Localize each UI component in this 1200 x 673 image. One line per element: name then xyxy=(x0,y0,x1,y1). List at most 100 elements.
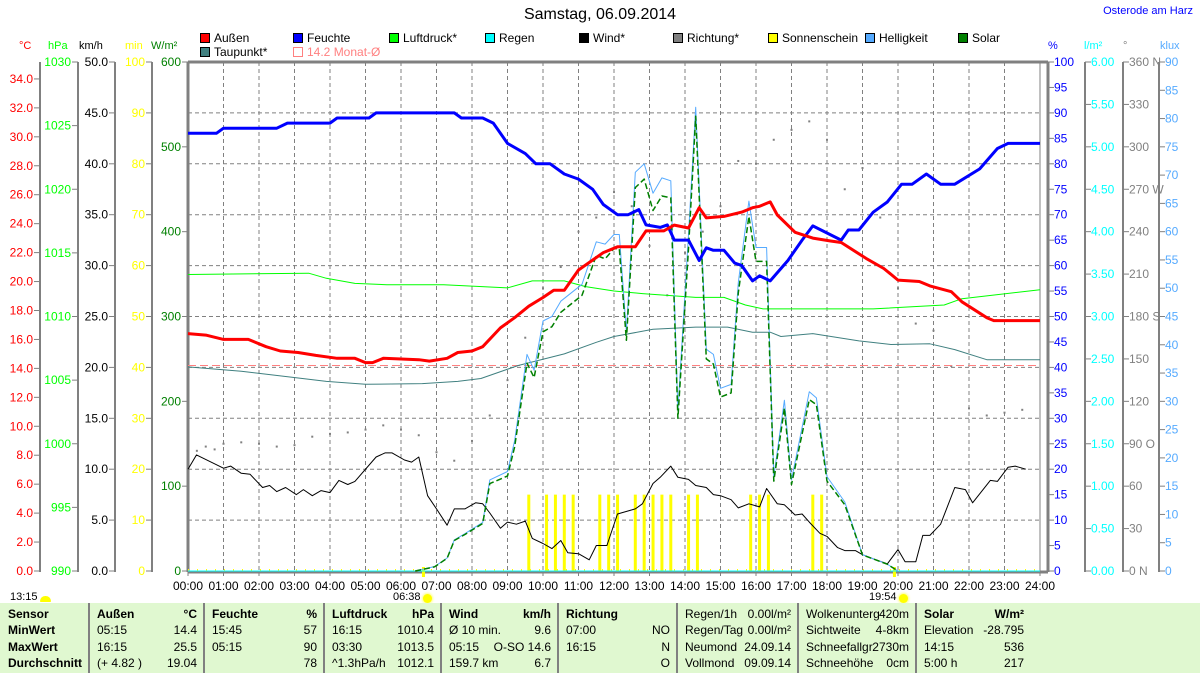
axis-tick-label-temp: 14.0 xyxy=(10,361,34,375)
axis-tick-label-temp: 6.0 xyxy=(16,477,33,491)
wind-direction-dot xyxy=(1003,411,1006,414)
axis-tick-label-temp: 26.0 xyxy=(10,188,34,202)
axis-tick-label-dir: 330 xyxy=(1129,97,1149,111)
table-cell: Vollmond xyxy=(685,656,735,670)
wind-direction-dot xyxy=(755,162,757,165)
axis-tick-label-hum: 40 xyxy=(1054,360,1068,374)
table-header-cell: 420m xyxy=(878,607,909,621)
x-axis-tick-label: 05:00 xyxy=(350,579,380,593)
axis-tick-label-temp: 20.0 xyxy=(10,275,34,289)
legend-label: Regen xyxy=(499,31,535,45)
legend-label: Solar xyxy=(972,31,1001,45)
x-axis-tick-label: 01:00 xyxy=(208,579,238,593)
axis-tick-label-klux: 85 xyxy=(1165,83,1179,97)
axis-tick-label-wind: 20.0 xyxy=(85,360,109,374)
wind-direction-dot xyxy=(1021,408,1024,411)
table-cell: 5:00 h xyxy=(924,656,958,670)
wind-direction-dot xyxy=(897,287,899,290)
wind-direction-dot xyxy=(329,432,331,435)
wind-direction-dot xyxy=(684,251,686,254)
axis-tick-label-wind: 30.0 xyxy=(85,259,109,273)
x-axis-tick-label: 11:00 xyxy=(564,579,593,593)
series-line-luftdruck xyxy=(187,272,1041,310)
axis-tick-label-klux: 30 xyxy=(1165,394,1179,408)
wind-direction-dot xyxy=(400,428,402,431)
axis-tick-label-solar: 0 xyxy=(174,564,181,578)
table-cell: N xyxy=(661,640,670,654)
axis-tick-label-klux: 15 xyxy=(1165,479,1179,493)
axis-tick-label-dir: 300 xyxy=(1129,140,1149,154)
axis-tick-label-temp: 10.0 xyxy=(10,419,34,433)
legend-label: Außen xyxy=(214,31,250,45)
legend-swatch xyxy=(673,33,683,43)
legend-swatch xyxy=(958,33,968,43)
table-cell: 57 xyxy=(303,623,317,637)
table-header-cell: Richtung xyxy=(566,607,618,621)
legend-label: Wind* xyxy=(593,31,626,45)
axis-unit-solar: W/m² xyxy=(151,40,178,52)
axis-tick-label-sunmin: 30 xyxy=(132,411,146,425)
axis-tick-label-wind: 25.0 xyxy=(85,310,109,324)
series-line-helligkeit xyxy=(415,106,899,572)
table-cell: 0.00l/m² xyxy=(747,623,791,637)
wind-direction-dot xyxy=(382,424,385,427)
axis-tick-label-rain: 2.50 xyxy=(1091,352,1115,366)
axis-tick-label-dir: 240 xyxy=(1129,225,1149,239)
axis-tick-label-press: 1000 xyxy=(44,437,71,451)
axis-tick-label-sunmin: 90 xyxy=(132,106,146,120)
table-cell: 9.6 xyxy=(534,623,551,637)
table-cell: 0cm xyxy=(886,656,909,670)
wind-direction-dot xyxy=(914,322,917,325)
axis-tick-label-wind: 40.0 xyxy=(85,157,109,171)
series-line-taupunkt xyxy=(187,326,1040,385)
axis-unit-press: hPa xyxy=(48,40,68,52)
table-cell: 05:15 xyxy=(97,623,128,637)
axis-tick-label-hum: 5 xyxy=(1054,539,1061,553)
axis-tick-label-sunmin: 50 xyxy=(132,310,146,324)
axis-tick-label-sunmin: 80 xyxy=(132,157,146,171)
axis-tick-label-wind: 10.0 xyxy=(85,462,109,476)
chart-title: Samstag, 06.09.2014 xyxy=(523,6,677,23)
day-length: 13:15 xyxy=(10,591,38,603)
legend-item-aussen: Außen xyxy=(200,31,249,45)
axis-tick-label-wind: 45.0 xyxy=(85,106,109,120)
axis-tick-label-klux: 60 xyxy=(1165,225,1179,239)
axis-tick-label-klux: 10 xyxy=(1165,507,1179,521)
axis-tick-label-press: 1030 xyxy=(44,55,71,69)
axis-tick-label-dir: 90 O xyxy=(1129,437,1155,451)
axis-tick-label-klux: 20 xyxy=(1165,451,1179,465)
table-cell: 03:30 xyxy=(332,640,363,654)
wind-direction-dot xyxy=(311,435,314,438)
axis-unit-klux: klux xyxy=(1160,40,1180,52)
axis-tick-label-hum: 75 xyxy=(1054,182,1068,196)
legend-item-monatsmittel: 14.2 Monat-Ø xyxy=(293,45,380,59)
table-cell: ^1.3hPa/h xyxy=(332,656,386,670)
axis-tick-label-wind: 0.0 xyxy=(91,564,108,578)
axis-tick-label-klux: 65 xyxy=(1165,196,1179,210)
axis-tick-label-hum: 70 xyxy=(1054,208,1068,222)
table-cell: Regen/Tag xyxy=(685,623,744,637)
axis-tick-label-klux: 25 xyxy=(1165,423,1179,437)
table-cell: 159.7 km xyxy=(449,656,499,670)
table-cell: 1013.5 xyxy=(397,640,434,654)
axis-tick-label-hum: 15 xyxy=(1054,488,1068,502)
axis-tick-label-sunmin: 10 xyxy=(132,513,146,527)
table-cell: MinWert xyxy=(8,623,56,637)
wind-direction-dot xyxy=(719,205,722,208)
axis-tick-label-klux: 45 xyxy=(1165,310,1179,324)
axis-tick-label-rain: 3.00 xyxy=(1091,310,1115,324)
table-cell: 24.09.14 xyxy=(744,640,791,654)
axis-tick-label-dir: 360 N xyxy=(1129,55,1161,69)
axis-tick-label-dir: 30 xyxy=(1129,522,1143,536)
table-cell: (+ 4.82 ) xyxy=(97,656,143,670)
axis-tick-label-sunmin: 100 xyxy=(125,55,145,69)
legend-item-luftdruck: Luftdruck* xyxy=(389,31,457,45)
axis-tick-label-press: 990 xyxy=(51,564,71,578)
table-cell: 09.09.14 xyxy=(744,656,791,670)
table-header-cell: km/h xyxy=(522,607,551,621)
table-header-cell: Sensor xyxy=(8,607,49,621)
wind-direction-dot xyxy=(826,138,828,141)
axis-tick-label-hum: 65 xyxy=(1054,233,1068,247)
table-cell: Sichtweite xyxy=(806,623,861,637)
table-cell: 536 xyxy=(1003,640,1024,654)
